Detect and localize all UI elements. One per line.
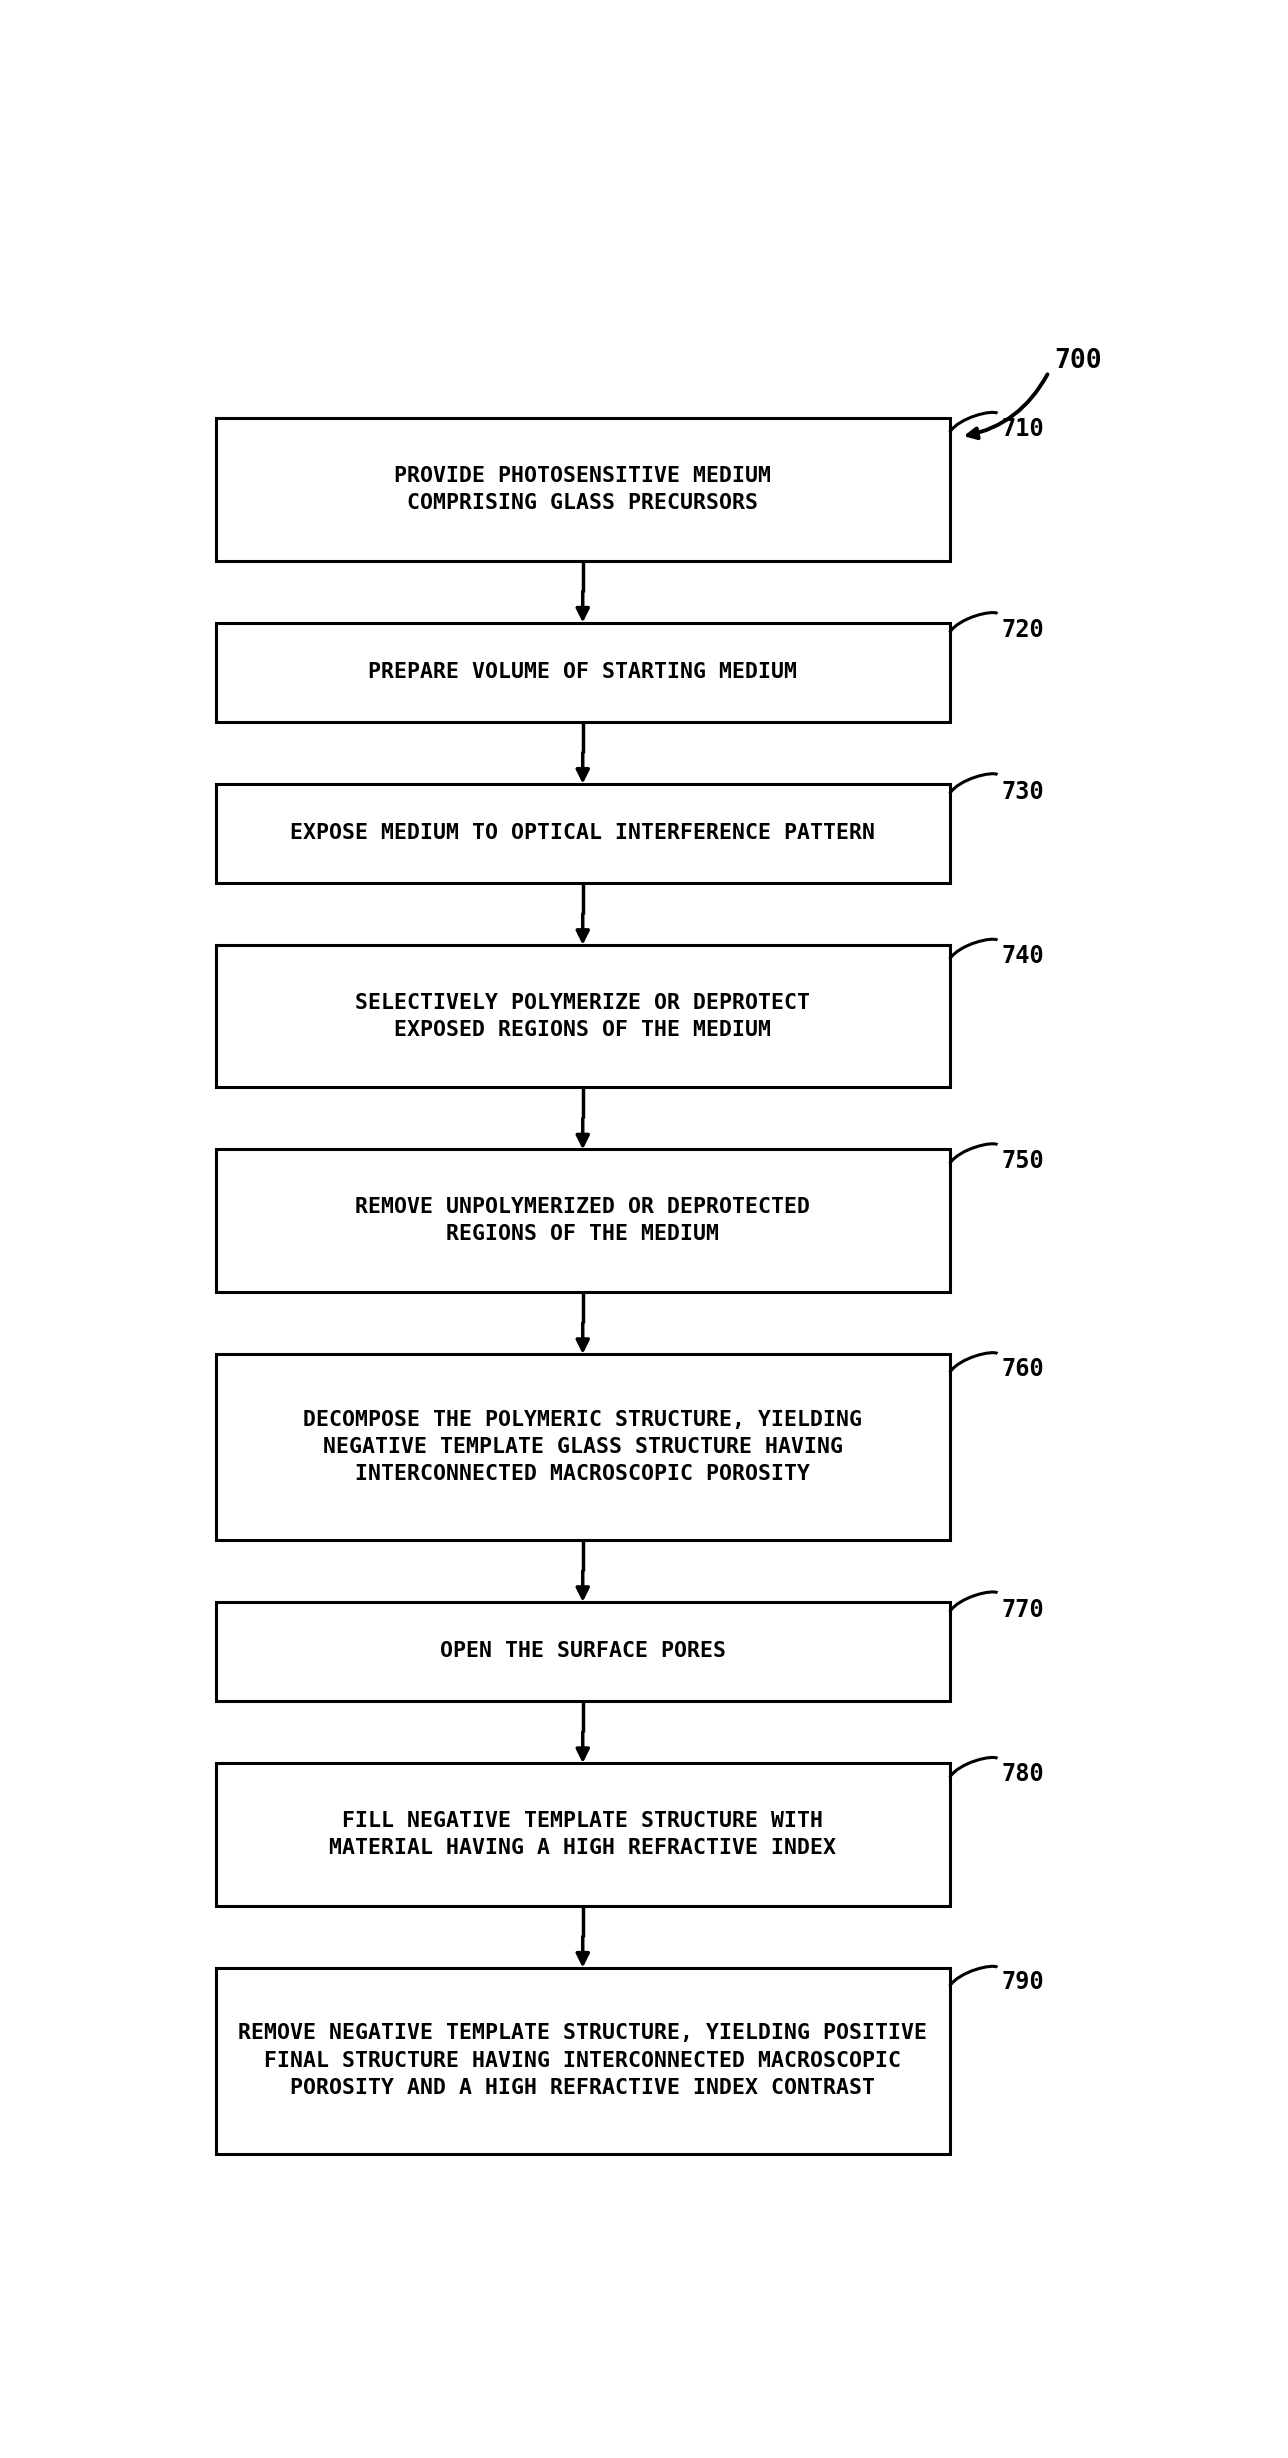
Text: 730: 730 xyxy=(1002,779,1045,804)
Text: EXPOSE MEDIUM TO OPTICAL INTERFERENCE PATTERN: EXPOSE MEDIUM TO OPTICAL INTERFERENCE PA… xyxy=(290,823,876,843)
Text: REMOVE NEGATIVE TEMPLATE STRUCTURE, YIELDING POSITIVE
FINAL STRUCTURE HAVING INT: REMOVE NEGATIVE TEMPLATE STRUCTURE, YIEL… xyxy=(238,2023,927,2097)
Text: 770: 770 xyxy=(1002,1598,1045,1622)
Bar xyxy=(216,622,949,723)
Bar xyxy=(216,1603,949,1701)
Text: 760: 760 xyxy=(1002,1357,1045,1381)
Bar xyxy=(216,1762,949,1905)
Bar xyxy=(216,1354,949,1539)
Text: PROVIDE PHOTOSENSITIVE MEDIUM
COMPRISING GLASS PRECURSORS: PROVIDE PHOTOSENSITIVE MEDIUM COMPRISING… xyxy=(394,465,772,514)
Bar xyxy=(216,418,949,560)
Text: 700: 700 xyxy=(1055,349,1103,374)
Text: PREPARE VOLUME OF STARTING MEDIUM: PREPARE VOLUME OF STARTING MEDIUM xyxy=(368,661,797,683)
Text: 720: 720 xyxy=(1002,619,1045,642)
Bar xyxy=(216,944,949,1086)
Text: 780: 780 xyxy=(1002,1762,1045,1787)
Bar xyxy=(216,1150,949,1293)
Text: 710: 710 xyxy=(1002,418,1045,442)
Text: 740: 740 xyxy=(1002,944,1045,968)
Text: 750: 750 xyxy=(1002,1148,1045,1172)
Text: 790: 790 xyxy=(1002,1971,1045,1993)
Text: SELECTIVELY POLYMERIZE OR DEPROTECT
EXPOSED REGIONS OF THE MEDIUM: SELECTIVELY POLYMERIZE OR DEPROTECT EXPO… xyxy=(355,993,810,1040)
Text: REMOVE UNPOLYMERIZED OR DEPROTECTED
REGIONS OF THE MEDIUM: REMOVE UNPOLYMERIZED OR DEPROTECTED REGI… xyxy=(355,1197,810,1244)
Text: DECOMPOSE THE POLYMERIC STRUCTURE, YIELDING
NEGATIVE TEMPLATE GLASS STRUCTURE HA: DECOMPOSE THE POLYMERIC STRUCTURE, YIELD… xyxy=(303,1411,862,1485)
Bar xyxy=(216,1966,949,2153)
Bar xyxy=(216,784,949,882)
Text: FILL NEGATIVE TEMPLATE STRUCTURE WITH
MATERIAL HAVING A HIGH REFRACTIVE INDEX: FILL NEGATIVE TEMPLATE STRUCTURE WITH MA… xyxy=(330,1812,836,1858)
Text: OPEN THE SURFACE PORES: OPEN THE SURFACE PORES xyxy=(439,1642,725,1662)
